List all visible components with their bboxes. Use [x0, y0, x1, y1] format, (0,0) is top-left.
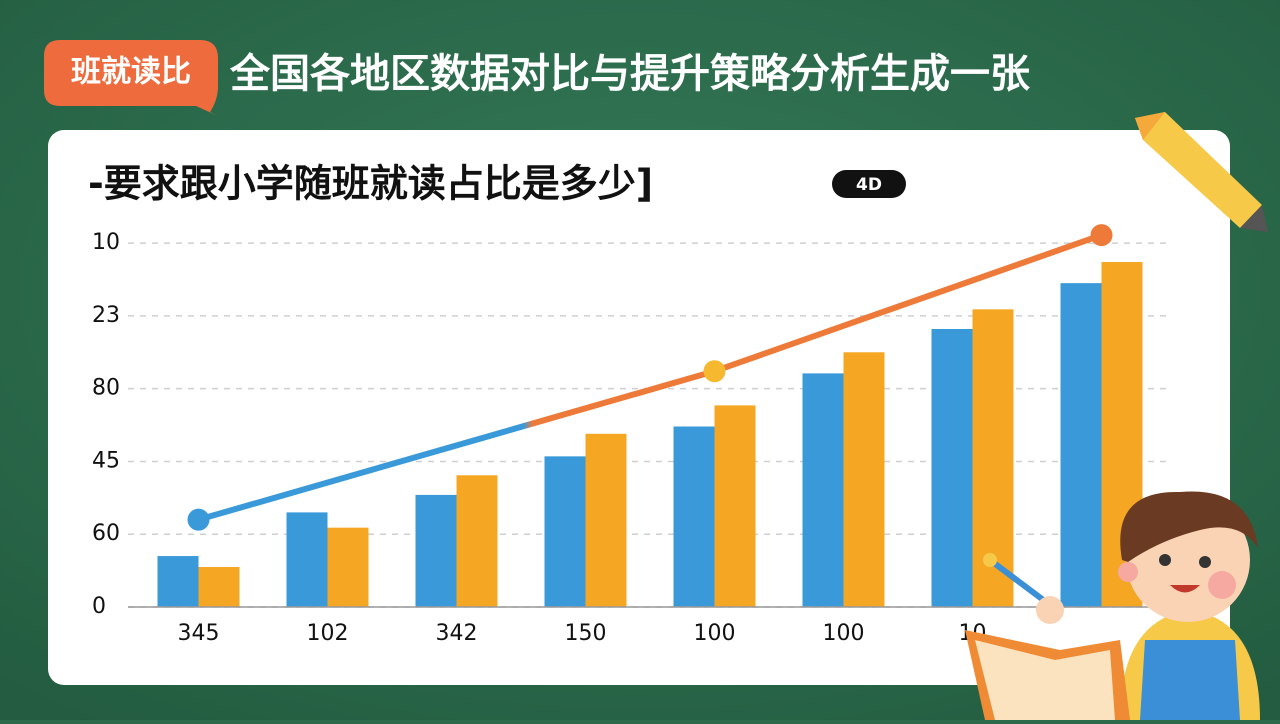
- y-tick-label: 60: [92, 521, 120, 546]
- bar: [1060, 283, 1102, 607]
- line-marker: [703, 360, 726, 383]
- bar: [802, 373, 844, 607]
- bar: [544, 456, 586, 607]
- x-tick-label: 342: [436, 621, 478, 646]
- line-marker: [187, 508, 210, 531]
- line-marker: [1090, 224, 1113, 247]
- pencil: [1135, 112, 1268, 232]
- badge-text: 4D: [856, 175, 882, 195]
- x-tick-label: 102: [307, 621, 349, 646]
- y-tick-label: 45: [92, 448, 120, 473]
- boy: [965, 491, 1260, 720]
- bar: [456, 475, 498, 607]
- bar: [327, 527, 369, 607]
- page-title: 全国各地区数据对比与提升策略分析生成一张: [229, 51, 1030, 97]
- bar: [843, 352, 885, 607]
- y-tick-label: 80: [92, 376, 120, 401]
- badge: [832, 170, 906, 198]
- bar: [198, 566, 240, 607]
- y-tick-label: 0: [92, 594, 106, 619]
- x-tick-label: 100: [694, 621, 736, 646]
- bar: [673, 426, 715, 607]
- bar: [286, 512, 328, 607]
- bar: [585, 433, 627, 607]
- y-tick-label: 23: [92, 303, 120, 328]
- bar: [931, 328, 973, 607]
- x-tick-label: 345: [178, 621, 220, 646]
- bar: [415, 494, 457, 607]
- y-tick-label: 10: [92, 230, 120, 255]
- x-tick-label: 100: [823, 621, 865, 646]
- tag-bubble: [44, 40, 218, 116]
- bar: [714, 405, 756, 607]
- x-tick-label: 150: [565, 621, 607, 646]
- bar: [157, 556, 199, 607]
- tag: 班就读比: [71, 55, 191, 90]
- chart-title: -要求跟小学随班就读占比是多少]: [88, 162, 653, 206]
